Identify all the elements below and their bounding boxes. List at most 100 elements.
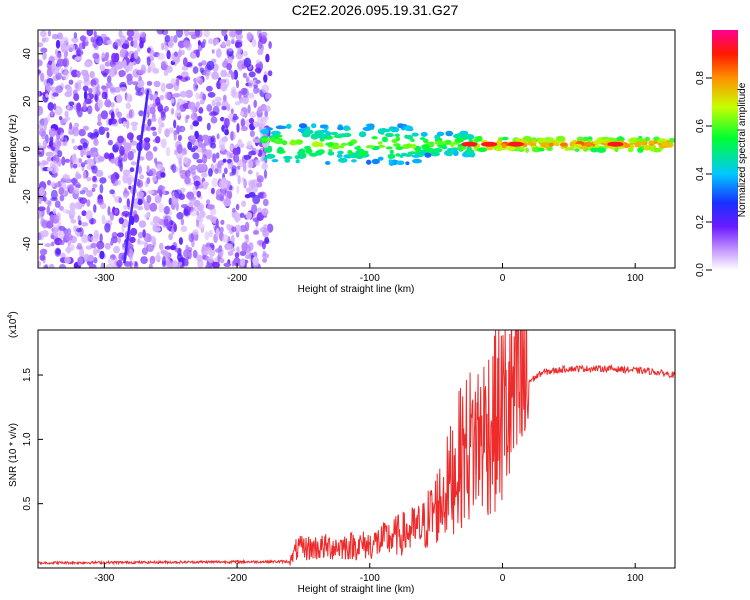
noise-cell <box>216 133 220 140</box>
noise-cell <box>237 175 241 185</box>
signal-cell <box>294 139 304 145</box>
noise-cell <box>164 91 171 100</box>
noise-cell <box>160 112 166 121</box>
noise-cell <box>145 150 154 161</box>
noise-cell <box>106 264 114 268</box>
noise-cell <box>62 174 70 181</box>
signal-cell <box>441 145 448 150</box>
noise-cell <box>252 256 259 266</box>
noise-cell <box>159 94 165 101</box>
noise-cell <box>107 139 113 146</box>
signal-cell <box>410 138 415 142</box>
y-tick-label: 1.5 <box>22 368 33 382</box>
signal-cell <box>548 142 554 147</box>
noise-cell <box>147 190 155 195</box>
noise-cell <box>128 109 133 118</box>
noise-cell <box>261 37 267 45</box>
noise-cell <box>73 187 80 194</box>
noise-cell <box>226 63 233 71</box>
noise-cell <box>38 206 46 212</box>
noise-cell <box>122 59 127 69</box>
noise-cell <box>64 256 71 264</box>
noise-cell <box>73 93 80 102</box>
noise-cell <box>104 242 111 250</box>
signal-cell <box>501 143 507 149</box>
noise-cell <box>50 189 58 200</box>
noise-cell <box>228 30 237 38</box>
noise-cell <box>181 127 185 132</box>
noise-cell <box>265 53 270 63</box>
noise-cell <box>224 117 230 128</box>
noise-cell <box>126 73 133 82</box>
signal-cell <box>304 145 311 150</box>
noise-cell <box>137 69 145 74</box>
noise-cell <box>223 197 232 207</box>
signal-cell <box>377 156 384 161</box>
noise-cell <box>166 222 171 230</box>
noise-cell <box>76 183 82 189</box>
x-tick-label: 100 <box>627 273 644 284</box>
noise-cell <box>82 40 86 50</box>
noise-cell <box>230 234 235 244</box>
noise-cell <box>93 30 97 37</box>
noise-cell <box>38 197 42 205</box>
noise-cell <box>267 70 273 77</box>
noise-cell <box>71 154 77 164</box>
noise-cell <box>181 49 185 56</box>
noise-cell <box>66 104 71 110</box>
noise-cell <box>121 43 129 49</box>
noise-cell <box>226 49 230 56</box>
signal-cell <box>358 151 368 156</box>
signal-cell <box>382 136 388 143</box>
noise-cell <box>50 234 55 240</box>
noise-cell <box>259 122 264 128</box>
noise-cell <box>96 121 102 127</box>
noise-cell <box>147 118 152 127</box>
noise-cell <box>132 39 138 49</box>
noise-cell <box>74 82 80 90</box>
signal-cell <box>388 159 393 164</box>
noise-cell <box>94 94 98 101</box>
signal-cell <box>337 150 344 155</box>
noise-cell <box>251 38 257 47</box>
noise-cell <box>176 144 183 154</box>
noise-cell <box>203 30 210 38</box>
noise-cell <box>101 214 106 225</box>
x-tick-label: -200 <box>227 273 247 284</box>
noise-cell <box>90 242 97 249</box>
noise-cell <box>246 187 252 193</box>
signal-peak <box>461 141 478 147</box>
noise-cell <box>81 234 89 244</box>
noise-cell <box>215 228 220 238</box>
signal-cell <box>365 145 376 149</box>
noise-cell <box>182 57 188 67</box>
noise-cell <box>83 170 87 180</box>
noise-cell <box>220 144 226 152</box>
signal-cell <box>433 148 443 153</box>
signal-cell <box>385 146 393 150</box>
noise-cell <box>60 36 69 45</box>
noise-cell <box>38 123 44 130</box>
noise-cell <box>58 187 65 196</box>
noise-cell <box>257 48 264 56</box>
noise-cell <box>74 56 82 61</box>
noise-cell <box>149 49 155 57</box>
noise-cell <box>125 102 131 110</box>
noise-cell <box>255 79 261 84</box>
noise-cell <box>93 247 98 256</box>
noise-cell <box>101 85 107 90</box>
noise-cell <box>155 96 161 106</box>
noise-cell <box>111 231 118 239</box>
noise-cell <box>111 52 117 63</box>
noise-cell <box>122 121 127 128</box>
noise-cell <box>87 132 94 138</box>
noise-cell <box>68 101 75 106</box>
signal-cell <box>574 148 580 152</box>
noise-cell <box>236 185 240 195</box>
noise-cell <box>196 115 202 122</box>
noise-cell <box>152 146 158 152</box>
noise-cell <box>117 135 125 144</box>
noise-cell <box>47 200 52 207</box>
noise-cell <box>112 65 117 73</box>
